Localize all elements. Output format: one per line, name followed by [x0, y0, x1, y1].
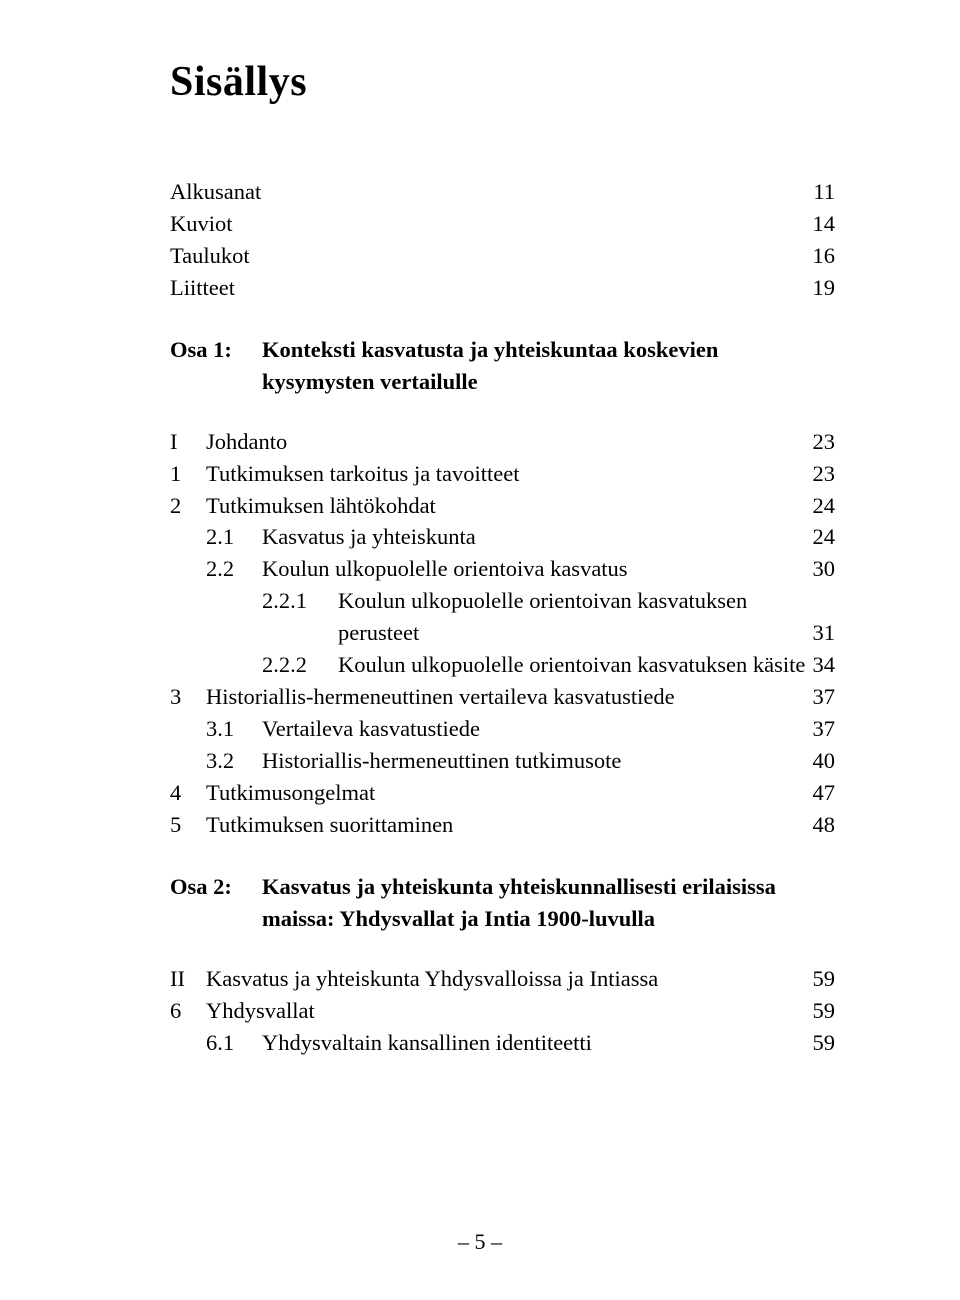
page: Sisällys Alkusanat 11 Kuviot 14 Taulukot… — [0, 0, 960, 1300]
chapter-num: 5 — [170, 809, 206, 841]
toc-entry: 3 Historiallis-hermeneuttinen vertaileva… — [170, 681, 835, 713]
section-num: 3.2 — [206, 745, 262, 777]
toc-label: Tutkimuksen suorittaminen — [206, 809, 453, 841]
toc-page: 40 — [813, 745, 836, 777]
osa1-title: Konteksti kasvatusta ja yhteiskuntaa kos… — [262, 334, 718, 398]
toc-label: Yhdysvallat — [206, 995, 315, 1027]
section-num: 6.1 — [206, 1027, 262, 1059]
toc-page: 59 — [813, 963, 836, 995]
toc-entry: 6.1 Yhdysvaltain kansallinen identiteett… — [170, 1027, 835, 1059]
toc-page: 37 — [813, 681, 836, 713]
toc-label: Tutkimuksen tarkoitus ja tavoitteet — [206, 458, 520, 490]
toc-entry: Kuviot 14 — [170, 208, 835, 240]
toc-page: 59 — [813, 995, 836, 1027]
toc-entry: 2.2 Koulun ulkopuolelle orientoiva kasva… — [170, 553, 835, 585]
toc-entry: 1 Tutkimuksen tarkoitus ja tavoitteet 23 — [170, 458, 835, 490]
toc-label: Johdanto — [206, 426, 287, 458]
toc-label: Liitteet — [170, 272, 235, 304]
osa2-title: Kasvatus ja yhteiskunta yhteiskunnallise… — [262, 871, 776, 935]
toc-entry: 6 Yhdysvallat 59 — [170, 995, 835, 1027]
toc-entry: 4 Tutkimusongelmat 47 — [170, 777, 835, 809]
chapter-num: 4 — [170, 777, 206, 809]
toc-page: 34 — [813, 649, 836, 681]
osa2-title-line1: Kasvatus ja yhteiskunta yhteiskunnallise… — [262, 871, 776, 903]
toc-label: Yhdysvaltain kansallinen identiteetti — [262, 1027, 592, 1059]
toc-entry: Taulukot 16 — [170, 240, 835, 272]
osa2-title-line2: maissa: Yhdysvallat ja Intia 1900-luvull… — [262, 903, 776, 935]
toc-label: perusteet — [338, 617, 419, 649]
toc-page: 19 — [813, 272, 836, 304]
toc-page: 23 — [813, 426, 836, 458]
part-II-entry: II Kasvatus ja yhteiskunta Yhdysvalloiss… — [170, 963, 835, 995]
toc-label: Kasvatus ja yhteiskunta — [262, 521, 476, 553]
toc-entry: 3.1 Vertaileva kasvatustiede 37 — [170, 713, 835, 745]
osa2-label: Osa 2: — [170, 871, 262, 935]
toc-entry: 2.1 Kasvatus ja yhteiskunta 24 — [170, 521, 835, 553]
osa1-title-line1: Konteksti kasvatusta ja yhteiskuntaa kos… — [262, 334, 718, 366]
toc-label: Tutkimuksen lähtökohdat — [206, 490, 436, 522]
toc-page: 11 — [813, 176, 835, 208]
chapter-num: 2 — [170, 490, 206, 522]
toc-label: Koulun ulkopuolelle orientoivan kasvatuk… — [338, 585, 747, 617]
osa1-title-line2: kysymysten vertailulle — [262, 366, 718, 398]
toc-page: 30 — [813, 553, 836, 585]
toc-entry: Liitteet 19 — [170, 272, 835, 304]
toc-entry: 2 Tutkimuksen lähtökohdat 24 — [170, 490, 835, 522]
toc-label: Alkusanat — [170, 176, 261, 208]
toc-entry: 2.2.1 Koulun ulkopuolelle orientoivan ka… — [170, 585, 835, 617]
section-num: 2.2 — [206, 553, 262, 585]
section-num: 3.1 — [206, 713, 262, 745]
toc-entry-wrap: perusteet 31 — [170, 617, 835, 649]
osa1-label: Osa 1: — [170, 334, 262, 398]
toc-label: Kasvatus ja yhteiskunta Yhdysvalloissa j… — [206, 963, 658, 995]
chapter-num: 1 — [170, 458, 206, 490]
toc-label: Tutkimusongelmat — [206, 777, 375, 809]
chapter-num: 6 — [170, 995, 206, 1027]
toc-entry: 3.2 Historiallis-hermeneuttinen tutkimus… — [170, 745, 835, 777]
toc-page: 14 — [813, 208, 836, 240]
subsection-num: 2.2.1 — [262, 585, 338, 617]
chapter-num: 3 — [170, 681, 206, 713]
toc-page: 23 — [813, 458, 836, 490]
toc-page: 37 — [813, 713, 836, 745]
toc-page: 47 — [813, 777, 836, 809]
toc-label: Taulukot — [170, 240, 250, 272]
subsection-num: 2.2.2 — [262, 649, 338, 681]
toc-entry: 5 Tutkimuksen suorittaminen 48 — [170, 809, 835, 841]
toc-label: Koulun ulkopuolelle orientoivan kasvatuk… — [338, 649, 805, 681]
toc-page: 16 — [813, 240, 836, 272]
toc-label: Vertaileva kasvatustiede — [262, 713, 480, 745]
toc-label: Kuviot — [170, 208, 233, 240]
toc-page: 48 — [813, 809, 836, 841]
toc-label: Historiallis-hermeneuttinen tutkimusote — [262, 745, 621, 777]
page-number: – 5 – — [0, 1229, 960, 1255]
toc-entry: Alkusanat 11 — [170, 176, 835, 208]
toc-label: Historiallis-hermeneuttinen vertaileva k… — [206, 681, 675, 713]
toc-label: Koulun ulkopuolelle orientoiva kasvatus — [262, 553, 628, 585]
osa2-heading: Osa 2: Kasvatus ja yhteiskunta yhteiskun… — [170, 871, 835, 935]
toc-page: 24 — [813, 521, 836, 553]
toc-page: 31 — [813, 617, 836, 649]
osa1-heading: Osa 1: Konteksti kasvatusta ja yhteiskun… — [170, 334, 835, 398]
roman-numeral: I — [170, 426, 206, 458]
toc-entry: 2.2.2 Koulun ulkopuolelle orientoivan ka… — [170, 649, 835, 681]
section-num: 2.1 — [206, 521, 262, 553]
toc-title: Sisällys — [170, 58, 835, 106]
toc-page: 24 — [813, 490, 836, 522]
toc-page: 59 — [813, 1027, 836, 1059]
part-I-entry: I Johdanto 23 — [170, 426, 835, 458]
roman-numeral: II — [170, 963, 206, 995]
